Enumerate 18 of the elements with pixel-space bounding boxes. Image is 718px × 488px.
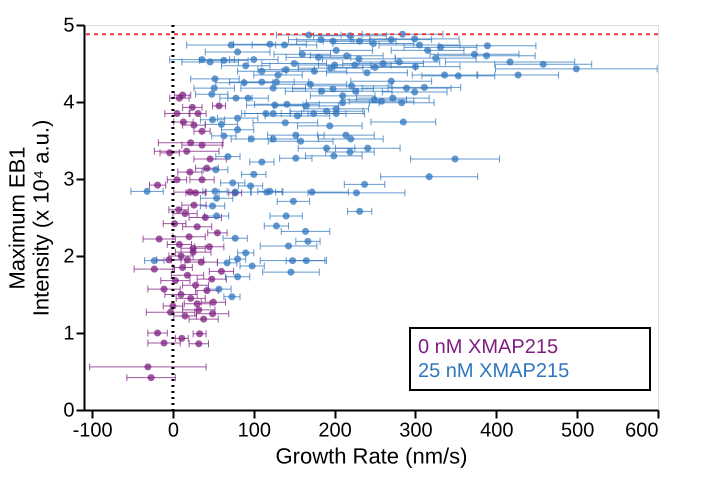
x-tick-label: 100 [238,420,271,442]
x-tick-label: 400 [480,420,514,442]
y-tick-label: 2 [63,246,74,268]
x-tick-label: 0 [168,420,179,442]
y-tick-label: 4 [63,92,74,114]
text: 25 nM XMAP215 [418,360,570,382]
x-tick-label: 300 [399,420,433,442]
y-tick-label: 3 [63,168,74,190]
text: 0 nM XMAP215 [418,336,558,358]
x-tick-label: 200 [318,420,352,442]
x-tick-label: 500 [560,420,594,442]
y-tick-label: 5 [63,14,74,36]
y-axis-title: Maximum EB1 Intensity (x 10⁴ a.u.) [4,120,54,316]
y-tick-label: 1 [63,322,74,344]
x-tick-label: -100 [72,420,113,442]
y-tick-label: 0 [63,400,74,422]
x-axis-title: Growth Rate (nm/s) [276,444,468,468]
x-tick-label: 600 [625,420,658,442]
